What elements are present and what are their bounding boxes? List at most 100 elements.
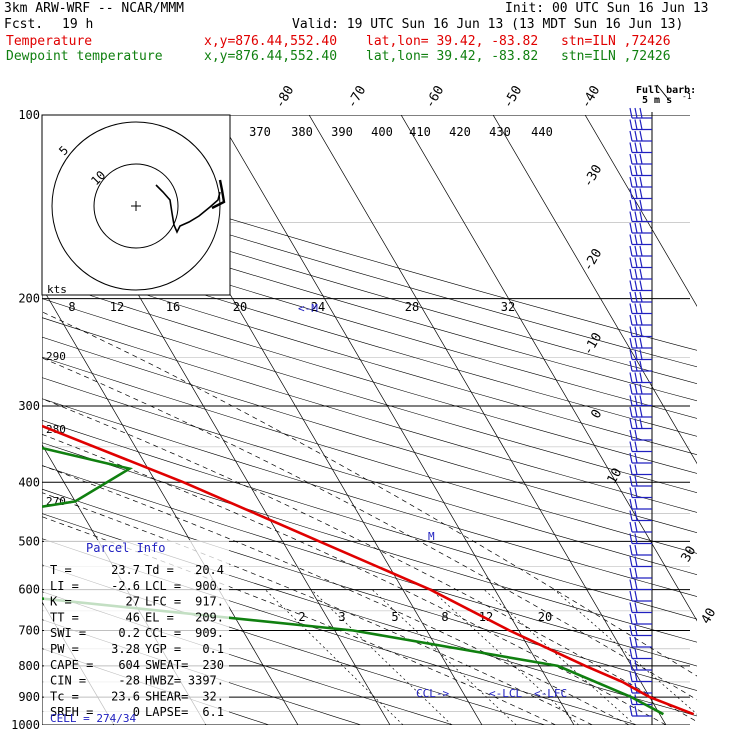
parcel-cell: CELL = 274/34 [50, 712, 136, 725]
wind-barb [629, 510, 652, 522]
dry-adiabat-line [42, 209, 697, 402]
dry-adiabat-line [42, 226, 697, 419]
pressure-label: 1000 [11, 718, 40, 732]
hodograph: 5 10 kts [41, 114, 231, 296]
parcel-row-label: CIN = [50, 674, 86, 688]
dewpoint-station: stn=ILN ,72426 [561, 49, 671, 64]
mixing-ratio-label: 2 [298, 610, 305, 624]
wind-barb [629, 498, 652, 510]
isotherm-label: -70 [345, 83, 370, 111]
wind-barb [629, 429, 652, 441]
pressure-label: 100 [18, 108, 40, 122]
dry-adiabat-line [42, 193, 697, 384]
parcel-row-value: -2.6 [111, 579, 140, 593]
wind-barb [629, 383, 652, 395]
parcel-info-title: Parcel Info [86, 541, 165, 555]
parcel-row-value-2: 909. [195, 626, 224, 640]
parcel-row-value: 3.28 [111, 642, 140, 656]
hodograph-ring-10 [93, 163, 179, 249]
mixing-ratio-label: 8 [441, 610, 448, 624]
wind-barb [629, 199, 652, 211]
storm-marker-2: M [428, 530, 435, 543]
temperature-profile [42, 424, 695, 716]
moist-adiabat-line [42, 516, 556, 725]
pressure-label: 600 [18, 583, 40, 597]
wind-barbs [629, 107, 652, 717]
wind-barb [629, 234, 652, 246]
dry-adiabat-line [42, 243, 697, 437]
parcel-row-label: K = [50, 595, 72, 609]
storm-marker: <-M [298, 302, 318, 315]
theta-label: 440 [531, 125, 553, 139]
parcel-row-label: PW = [50, 642, 79, 656]
parcel-row-value-2: 0.1 [202, 642, 224, 656]
pressure-labels: 100 200 300 400 500 600 700 800 900 1000 [11, 108, 40, 732]
wind-barb [629, 602, 652, 614]
wind-barb [629, 579, 652, 591]
parcel-row-value: 0.2 [118, 626, 140, 640]
parcel-row-value-2: 20.4 [195, 563, 224, 577]
full-barb-value: 5 m s [642, 95, 672, 106]
isotherm-label: -60 [423, 83, 448, 111]
wind-barb [629, 487, 652, 499]
parcel-row-label: T = [50, 563, 72, 577]
dry-adiabat-line [42, 591, 455, 725]
theta-label: 370 [249, 125, 271, 139]
isotherm-label: -80 [273, 83, 298, 111]
theta-label: 420 [449, 125, 471, 139]
hodograph-axis-label: 12 [110, 300, 124, 314]
wind-barb [629, 475, 652, 487]
wind-barb [629, 613, 652, 625]
parcel-row-label: Tc = [50, 689, 79, 703]
init-time: Init: 00 UTC Sun 16 Jun 13 [505, 1, 709, 16]
dry-adiabat-line [42, 261, 697, 455]
isotherm-label: -40 [579, 83, 604, 111]
wind-barb [629, 636, 652, 648]
theta-label: 410 [409, 125, 431, 139]
wind-barb [629, 349, 652, 361]
theta-label: 390 [331, 125, 353, 139]
pressure-label: 400 [18, 475, 40, 489]
pressure-label: 200 [18, 292, 40, 306]
wind-barb [629, 222, 652, 234]
wind-barb [629, 648, 652, 660]
temperature-legend: Temperature [6, 34, 93, 49]
wind-barb [629, 337, 652, 349]
parcel-row-value: 46 [126, 610, 140, 624]
wind-barb [629, 360, 652, 372]
hodograph-axis-label: 8 [68, 300, 75, 314]
hodograph-axis-label: 16 [166, 300, 180, 314]
isotherm-label: -30 [581, 162, 606, 190]
dry-adiabat-line [42, 488, 697, 691]
theta-label: 430 [489, 125, 511, 139]
wind-barb [629, 556, 652, 568]
isotherm-label: 10 [605, 466, 626, 487]
hodograph-axis-label: 20 [233, 300, 247, 314]
dewpoint-legend: Dewpoint temperature [6, 49, 163, 64]
wind-barb [629, 590, 652, 602]
mixing-ratio-line [553, 589, 697, 715]
wind-barb [629, 625, 652, 637]
forecast-hours: 19 h [62, 17, 94, 32]
hodograph-axis-label: 32 [501, 300, 515, 314]
isotherm-label: -50 [501, 83, 526, 111]
isotherm-label: -20 [581, 246, 606, 274]
parcel-row-value-2: 209. [195, 610, 224, 624]
isotherm-label: -10 [581, 330, 606, 358]
moist-adiabat-line [42, 433, 667, 725]
parcel-row-label-2: LAPSE= [145, 705, 188, 719]
model-title: 3km ARW-WRF -- NCAR/MMM [4, 1, 185, 16]
theta-label: 380 [291, 125, 313, 139]
hodograph-trace [155, 184, 221, 234]
full-barb-sample [656, 84, 670, 101]
wind-barb [629, 142, 652, 154]
wind-barb [629, 245, 652, 257]
isotherm-line [584, 115, 697, 307]
parcel-row-value-2: 917. [195, 595, 224, 609]
theta-labels: 370 380 390 400 410 420 430 440 [249, 125, 553, 139]
parcel-row-value-2: 32. [202, 689, 224, 703]
ccl-marker: CCL-> [416, 687, 449, 700]
mixing-ratio-line [483, 589, 636, 725]
isotherm-line [492, 115, 697, 465]
